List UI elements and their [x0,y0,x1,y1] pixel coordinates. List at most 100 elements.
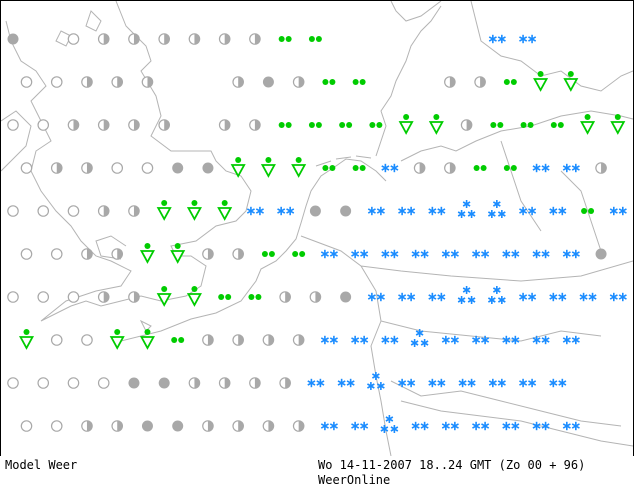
shower-symbol [156,286,172,307]
weather-map [0,0,634,457]
drizzle-symbol [248,294,262,300]
shower-symbol [217,200,233,221]
snow-symbol [519,378,537,388]
drizzle-symbol [369,122,383,128]
snow-symbol [502,249,520,259]
map-canvas [1,1,633,456]
partly-cloudy-symbol [413,162,426,174]
overcast-symbol [262,76,274,88]
clear-circle-symbol [7,291,19,303]
partly-cloudy-symbol [97,119,110,131]
partly-cloudy-symbol [474,76,486,88]
shower-symbol [139,243,155,264]
partly-cloudy-symbol [595,162,607,174]
clear-circle-symbol [67,205,80,217]
snow-symbol [502,335,520,345]
snow-symbol [428,292,446,302]
clear-circle-symbol [37,291,50,303]
snow-symbol [441,335,459,345]
partly-cloudy-symbol [128,33,140,45]
partly-cloudy-symbol [444,162,456,174]
coastline-ireland [1,110,32,172]
coastline-baltic [400,110,633,162]
shower-symbol [610,114,626,135]
clear-circle-symbol [20,248,33,260]
drizzle-symbol [352,79,366,85]
partly-cloudy-symbol [81,420,93,432]
heavy-snow-symbol [380,415,399,433]
partly-cloudy-symbol [111,76,124,88]
partly-cloudy-symbol [249,119,261,131]
partly-cloudy-symbol [292,420,305,432]
overcast-symbol [141,420,153,432]
partly-cloudy-symbol [50,162,63,174]
partly-cloudy-symbol [444,76,456,88]
coastline-denmark [375,5,442,157]
partly-cloudy-symbol [218,119,231,131]
snow-symbol [307,378,325,388]
overcast-symbol [340,291,352,303]
partly-cloudy-symbol [202,334,214,346]
shower-symbol [170,243,186,264]
coastline-frisian [315,155,372,167]
snow-symbol [381,335,399,345]
snow-symbol [398,206,416,216]
border-south [390,380,622,427]
clear-circle-symbol [141,162,154,174]
partly-cloudy-symbol [262,420,275,432]
shower-symbol [109,329,125,350]
clear-circle-symbol [20,162,33,174]
snow-symbol [398,292,416,302]
heavy-snow-symbol [410,329,429,347]
clear-circle-symbol [50,248,63,260]
snow-symbol [320,335,338,345]
shower-symbol [230,157,246,178]
map-footer: Model Weer Wo 14-11-2007 18..24 GMT (Zo … [0,456,634,490]
partly-cloudy-symbol [232,248,244,260]
drizzle-symbol [261,251,275,257]
partly-cloudy-symbol [111,248,124,260]
heavy-snow-symbol [367,372,385,390]
snow-symbol [398,378,416,388]
shower-symbol [156,200,172,221]
shower-symbol [563,71,579,92]
snow-symbol [532,335,550,345]
snow-symbol [458,378,476,388]
snow-symbol [428,378,446,388]
clear-circle-symbol [111,162,124,174]
drizzle-symbol [278,122,292,128]
snow-symbol [562,249,580,259]
snow-symbol [320,421,338,431]
snow-symbol [246,206,264,216]
drizzle-symbol [322,165,336,171]
overcast-symbol [309,205,321,217]
drizzle-symbol [503,165,517,171]
weather-symbols [7,33,627,433]
partly-cloudy-symbol [249,377,261,389]
coastline-continent [120,158,387,342]
clear-circle-symbol [37,119,50,131]
snow-symbol [549,378,567,388]
partly-cloudy-symbol [202,420,214,432]
snow-symbol [549,292,567,302]
snow-symbol [519,34,537,44]
partly-cloudy-symbol [202,248,214,260]
snow-symbol [609,292,627,302]
snow-symbol [472,421,490,431]
snow-symbol [532,421,550,431]
coastline-channel-islands [139,319,152,332]
shower-symbol [533,71,549,92]
forecast-time-label: Wo 14-11-2007 18..24 GMT (Zo 00 + 96) [318,458,586,472]
drizzle-symbol [292,251,306,257]
overcast-symbol [7,33,19,45]
partly-cloudy-symbol [292,334,305,346]
partly-cloudy-symbol [97,33,110,45]
snow-symbol [519,206,537,216]
partly-cloudy-symbol [111,420,124,432]
partly-cloudy-symbol [218,377,231,389]
drizzle-symbol [218,294,232,300]
shower-symbol [260,157,276,178]
snow-symbol [549,206,567,216]
snow-symbol [488,378,506,388]
snow-symbol [532,249,550,259]
